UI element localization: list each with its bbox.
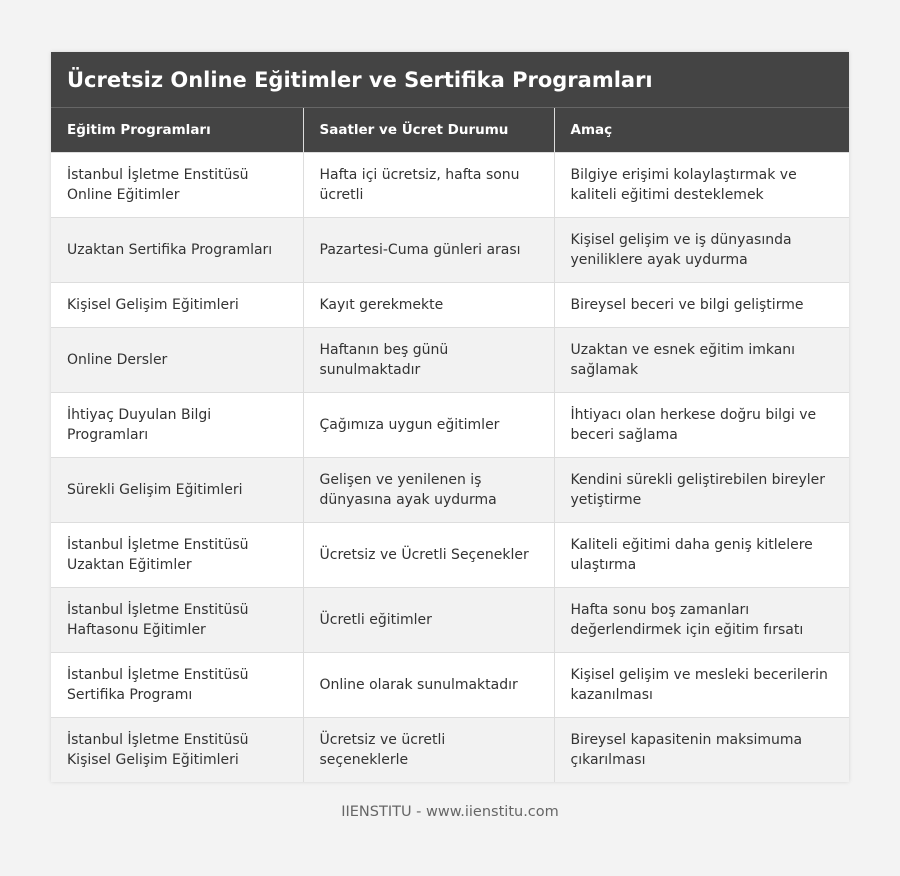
- table-cell: İhtiyacı olan herkese doğru bilgi ve bec…: [553, 391, 849, 457]
- table-cell: Kayıt gerekmekte: [302, 281, 554, 327]
- table-cell: Online Dersler: [51, 326, 303, 392]
- table-cell: İstanbul İşletme Enstitüsü Haftasonu Eği…: [51, 586, 303, 652]
- table-title: Ücretsiz Online Eğitimler ve Sertifika P…: [51, 52, 849, 108]
- table-cell: Bireysel kapasitenin maksimuma çıkarılma…: [553, 716, 849, 782]
- table-cell: Online olarak sunulmaktadır: [302, 651, 554, 717]
- table-row: İstanbul İşletme Enstitüsü Online Eğitim…: [51, 151, 849, 217]
- table-cell: İstanbul İşletme Enstitüsü Online Eğitim…: [51, 151, 303, 217]
- table-cell: Ücretsiz ve Ücretli Seçenekler: [302, 521, 554, 587]
- table-row: Kişisel Gelişim Eğitimleri Kayıt gerekmek…: [51, 281, 849, 327]
- table-row: Sürekli Gelişim Eğitimleri Gelişen ve yen…: [51, 456, 849, 522]
- table-cell: Haftanın beş günü sunulmaktadır: [302, 326, 554, 392]
- table-cell: Uzaktan ve esnek eğitim imkanı sağlamak: [553, 326, 849, 392]
- table-row: İstanbul İşletme Enstitüsü Sertifika Pro…: [51, 651, 849, 717]
- column-header: Saatler ve Ücret Durumu: [302, 108, 554, 152]
- table-row: İhtiyaç Duyulan Bilgi Programları Çağımız…: [51, 391, 849, 457]
- table-cell: İstanbul İşletme Enstitüsü Uzaktan Eğiti…: [51, 521, 303, 587]
- footer-credit: IIENSTITU - www.iienstitu.com: [341, 804, 559, 820]
- table-cell: Pazartesi-Cuma günleri arası: [302, 216, 554, 282]
- table-cell: Kişisel gelişim ve mesleki becerilerin k…: [553, 651, 849, 717]
- table-cell: Ücretli eğitimler: [302, 586, 554, 652]
- table-card: Ücretsiz Online Eğitimler ve Sertifika P…: [51, 52, 849, 782]
- table-row: Online Dersler Haftanın beş günü sunulmak…: [51, 326, 849, 392]
- header-row: Eğitim Programları Saatler ve Ücret Duru…: [51, 108, 849, 152]
- column-header: Eğitim Programları: [51, 108, 303, 152]
- table-cell: İstanbul İşletme Enstitüsü Kişisel Geliş…: [51, 716, 303, 782]
- table-cell: Bilgiye erişimi kolaylaştırmak ve kalite…: [553, 151, 849, 217]
- table-row: İstanbul İşletme Enstitüsü Uzaktan Eğiti…: [51, 521, 849, 587]
- table-cell: Hafta sonu boş zamanları değerlendirmek …: [553, 586, 849, 652]
- table-cell: Sürekli Gelişim Eğitimleri: [51, 456, 303, 522]
- programs-table: Eğitim Programları Saatler ve Ücret Duru…: [51, 108, 849, 782]
- table-cell: Kendini sürekli geliştirebilen bireyler …: [553, 456, 849, 522]
- table-cell: Bireysel beceri ve bilgi geliştirme: [553, 281, 849, 327]
- table-cell: Ücretsiz ve ücretli seçeneklerle: [302, 716, 554, 782]
- column-header: Amaç: [553, 108, 849, 152]
- table-cell: Kişisel gelişim ve iş dünyasında yenilik…: [553, 216, 849, 282]
- table-cell: Çağımıza uygun eğitimler: [302, 391, 554, 457]
- table-cell: Gelişen ve yenilenen iş dünyasına ayak u…: [302, 456, 554, 522]
- table-row: İstanbul İşletme Enstitüsü Kişisel Geliş…: [51, 716, 849, 782]
- table-cell: Uzaktan Sertifika Programları: [51, 216, 303, 282]
- table-cell: Kaliteli eğitimi daha geniş kitlelere ul…: [553, 521, 849, 587]
- table-cell: Kişisel Gelişim Eğitimleri: [51, 281, 303, 327]
- table-cell: İstanbul İşletme Enstitüsü Sertifika Pro…: [51, 651, 303, 717]
- table-cell: İhtiyaç Duyulan Bilgi Programları: [51, 391, 303, 457]
- table-row: İstanbul İşletme Enstitüsü Haftasonu Eği…: [51, 586, 849, 652]
- table-cell: Hafta içi ücretsiz, hafta sonu ücretli: [302, 151, 554, 217]
- table-row: Uzaktan Sertifika Programları Pazartesi-C…: [51, 216, 849, 282]
